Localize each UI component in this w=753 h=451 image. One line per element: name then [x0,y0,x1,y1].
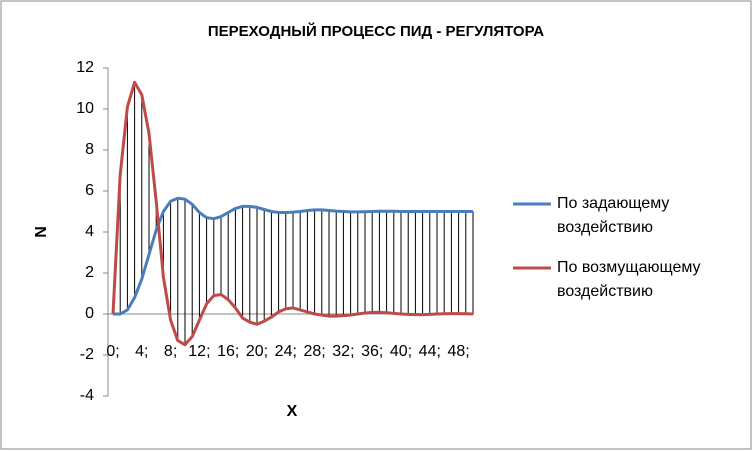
x-tick-label: 20; [246,343,268,360]
chart-title: ПЕРЕХОДНЫЙ ПРОЦЕСС ПИД - РЕГУЛЯТОРА [208,22,544,40]
x-tick-label: 0; [106,343,119,360]
x-tick-label: 12; [188,343,210,360]
x-tick-label: 8; [164,343,177,360]
y-tick-label: 2 [85,264,94,281]
y-tick-label: 0 [85,305,94,322]
x-tick-label: 4; [135,343,148,360]
x-tick-label: 36; [361,343,383,360]
y-tick-label: -2 [80,346,94,363]
legend-label: По задающему воздействию [557,195,670,236]
x-tick-label: 44; [419,343,441,360]
y-tick-label: -4 [80,387,94,404]
y-tick-label: 8 [85,141,94,158]
legend-label: По возмущающему воздействию [557,259,701,300]
series-line [111,80,474,347]
x-axis-label: X [287,403,298,420]
y-tick-label: 6 [85,182,94,199]
series-line [113,196,473,316]
x-tick-label: 24; [275,343,297,360]
x-tick-label: 40; [390,343,412,360]
y-tick-label: 12 [76,59,94,76]
x-tick-label: 28; [303,343,325,360]
y-tick-label: 10 [76,100,94,117]
x-tick-label: 48; [447,343,469,360]
y-tick-label: 4 [85,223,94,240]
x-tick-label: 16; [217,343,239,360]
x-tick-label: 32; [332,343,354,360]
y-axis-label: N [33,226,50,238]
